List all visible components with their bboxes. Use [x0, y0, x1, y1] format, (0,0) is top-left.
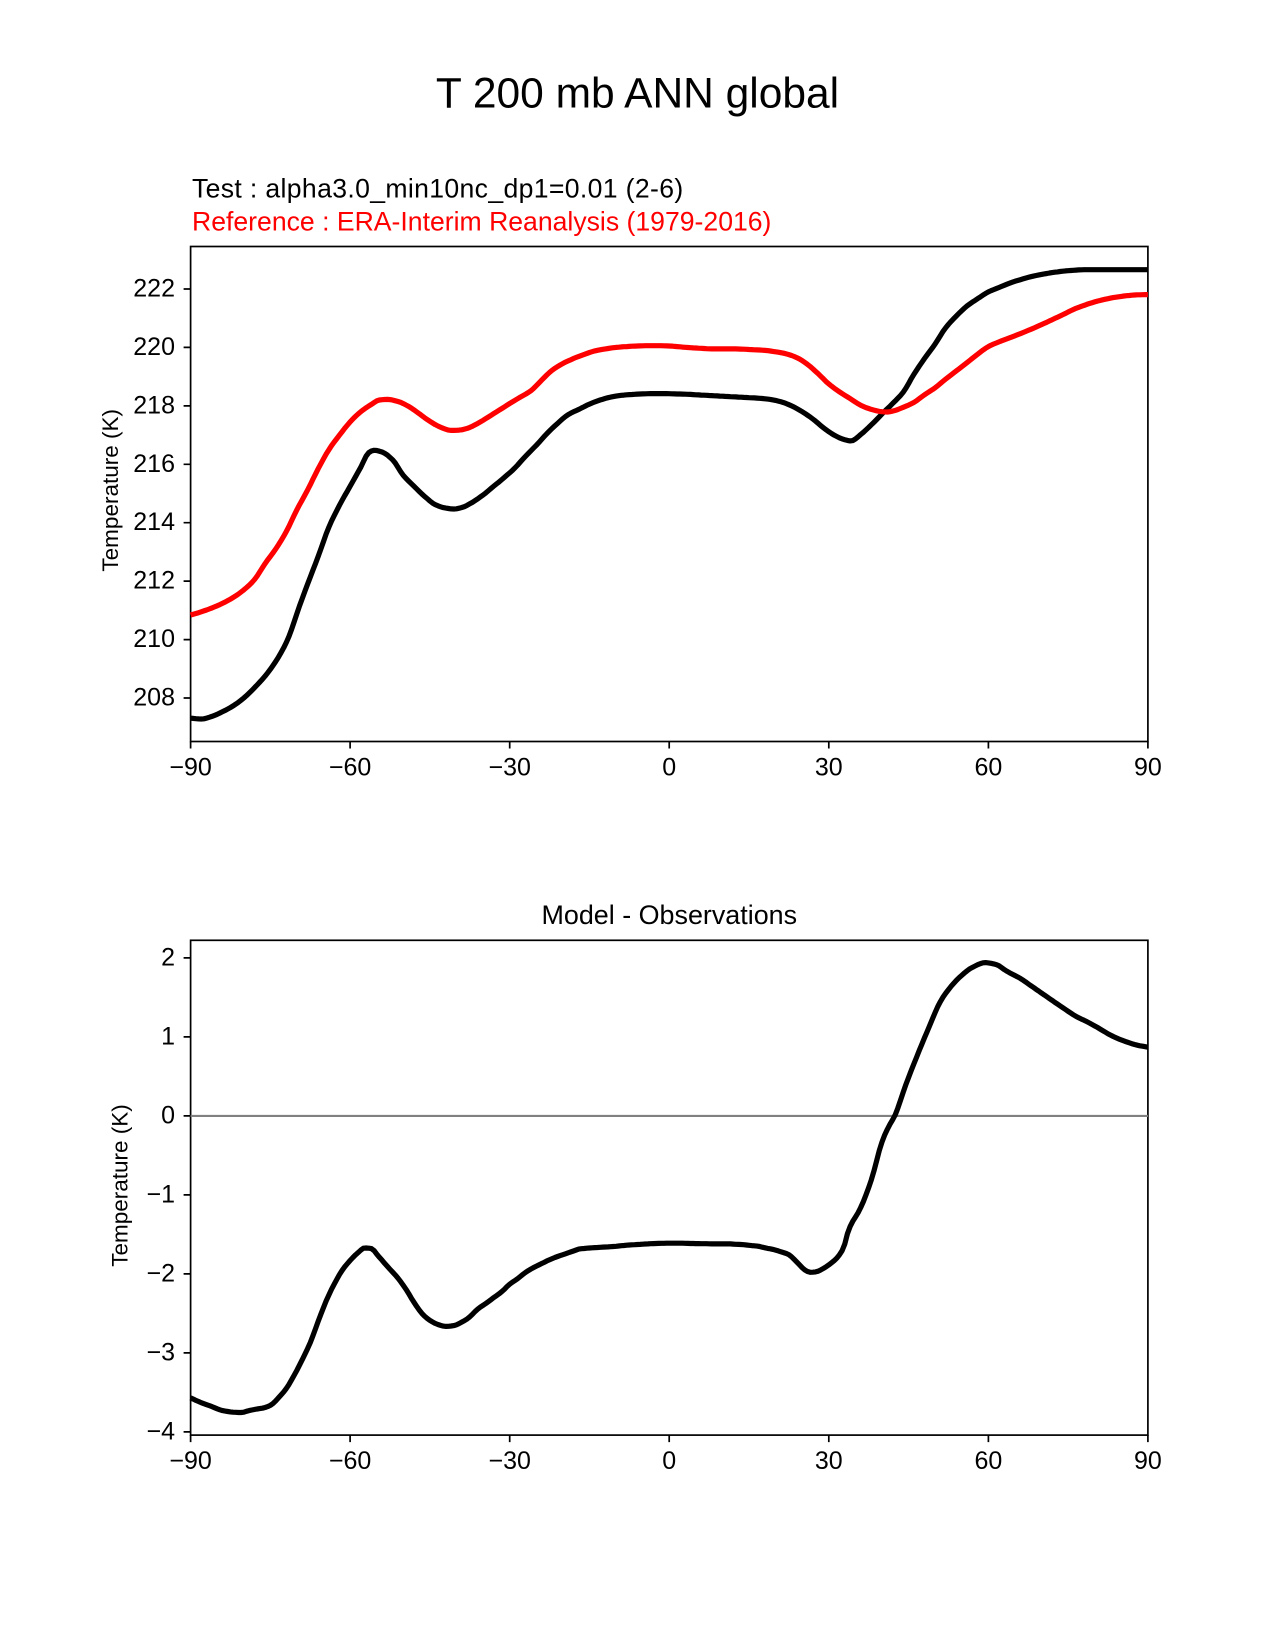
svg-text:Test : alpha3.0_min10nc_dp1=0.: Test : alpha3.0_min10nc_dp1=0.01 (2-6)	[192, 173, 684, 203]
svg-text:60: 60	[974, 754, 1002, 782]
svg-text:208: 208	[133, 684, 175, 712]
svg-text:T 200 mb ANN global: T 200 mb ANN global	[436, 70, 839, 117]
svg-text:−3: −3	[146, 1338, 175, 1366]
svg-text:30: 30	[815, 1447, 843, 1475]
svg-text:−30: −30	[488, 1447, 530, 1475]
svg-text:0: 0	[662, 754, 676, 782]
svg-text:218: 218	[133, 391, 175, 419]
svg-text:−1: −1	[146, 1180, 175, 1208]
svg-text:−30: −30	[488, 754, 530, 782]
svg-text:0: 0	[662, 1447, 676, 1475]
svg-text:−4: −4	[146, 1417, 175, 1445]
svg-text:−90: −90	[169, 1447, 211, 1475]
svg-text:90: 90	[1134, 1447, 1162, 1475]
svg-text:Reference : ERA-Interim Reanal: Reference : ERA-Interim Reanalysis (1979…	[192, 206, 771, 236]
svg-text:30: 30	[815, 754, 843, 782]
svg-text:90: 90	[1134, 754, 1162, 782]
svg-text:222: 222	[133, 275, 175, 303]
svg-text:Temperature (K): Temperature (K)	[98, 409, 123, 572]
svg-text:−2: −2	[146, 1259, 175, 1287]
svg-text:0: 0	[161, 1101, 175, 1129]
svg-text:1: 1	[161, 1022, 175, 1050]
svg-text:214: 214	[133, 508, 175, 536]
svg-text:Model - Observations: Model - Observations	[542, 900, 798, 930]
svg-text:−90: −90	[169, 754, 211, 782]
svg-text:−60: −60	[329, 1447, 371, 1475]
svg-text:212: 212	[133, 567, 175, 595]
svg-text:210: 210	[133, 625, 175, 653]
svg-text:220: 220	[133, 333, 175, 361]
svg-text:60: 60	[974, 1447, 1002, 1475]
svg-text:Temperature (K): Temperature (K)	[108, 1104, 133, 1267]
svg-text:−60: −60	[329, 754, 371, 782]
svg-text:216: 216	[133, 450, 175, 478]
svg-text:2: 2	[161, 943, 175, 971]
